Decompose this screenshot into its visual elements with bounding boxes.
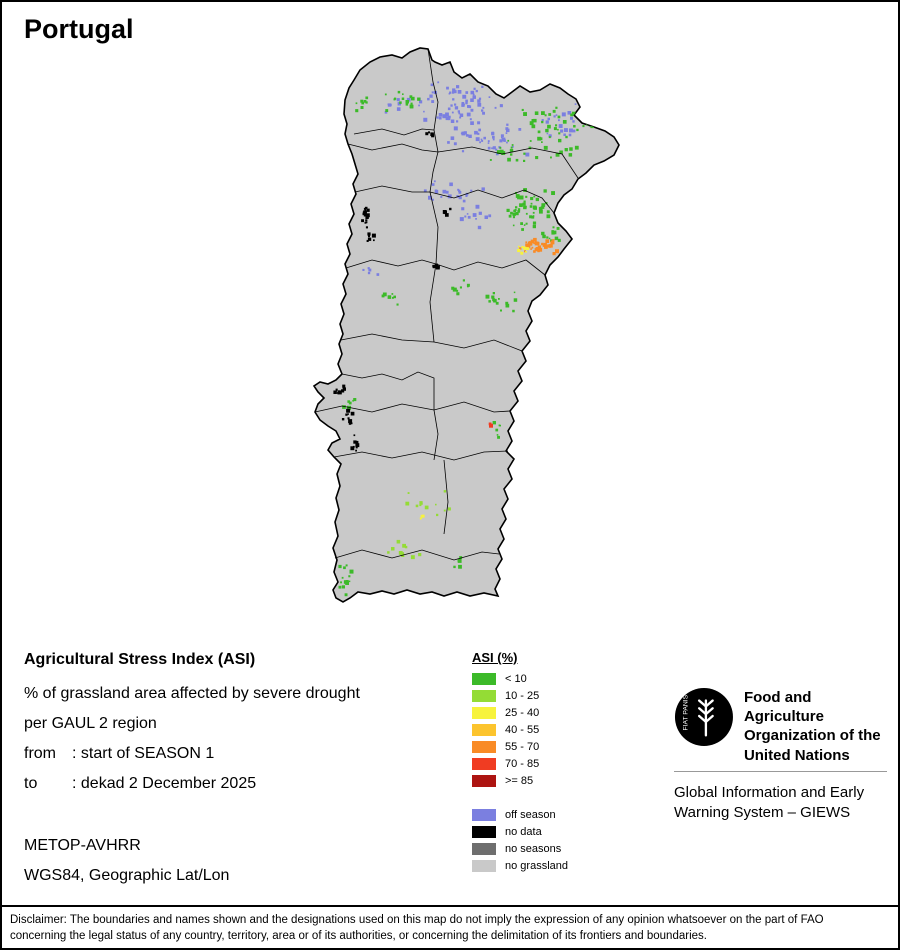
from-value: : start of SEASON 1 — [72, 745, 215, 762]
swatch-55-70 — [472, 741, 496, 753]
swatch-40-55 — [472, 724, 496, 736]
region-boundaries — [314, 48, 579, 561]
projection-name: WGS84, Geographic Lat/Lon — [24, 867, 230, 884]
country-shape — [312, 47, 620, 603]
legend-label: 40 - 55 — [505, 724, 540, 736]
to-label: to — [24, 775, 38, 792]
fao-name: Food and Agriculture Organization of the… — [743, 689, 881, 764]
legend-label: >= 85 — [505, 775, 534, 787]
swatch-no-data — [472, 826, 496, 838]
legend-item-10-25: 10 - 25 — [472, 690, 568, 702]
map-description: Agricultural Stress Index (ASI) % of gra… — [24, 652, 360, 898]
period-from: from : start of SEASON 1 — [24, 746, 360, 762]
swatch-lt10 — [472, 673, 496, 685]
legend-label: 25 - 40 — [505, 707, 540, 719]
page-title: Portugal — [24, 14, 134, 44]
to-value: : dekad 2 December 2025 — [72, 775, 257, 792]
asi-speckles — [333, 81, 599, 597]
swatch-no-grassland — [472, 860, 496, 872]
legend-status-group: off season no data no seasons no grassla… — [472, 809, 568, 872]
legend-label: < 10 — [505, 673, 527, 685]
portugal-map — [312, 47, 620, 603]
sensor-name: METOP-AVHRR — [24, 837, 141, 854]
from-label: from — [24, 745, 56, 762]
disclaimer-text: Disclaimer: The boundaries and names sho… — [10, 914, 824, 942]
giews-name: Global Information and Early Warning Sys… — [674, 784, 865, 822]
fao-motto: FIAT PANIS — [683, 694, 690, 730]
legend-label: off season — [505, 809, 556, 821]
legend-item-gte85: >= 85 — [472, 775, 568, 787]
legend-title: ASI (%) — [472, 650, 518, 665]
legend-item-40-55: 40 - 55 — [472, 724, 568, 736]
legend-label: no grassland — [505, 860, 568, 872]
fao-logo-icon: FIAT PANIS — [674, 687, 733, 747]
asi-description-line: % of grassland area affected by severe d… — [24, 685, 360, 702]
period-to: to : dekad 2 December 2025 — [24, 776, 360, 792]
legend-label: 55 - 70 — [505, 741, 540, 753]
legend-item-25-40: 25 - 40 — [472, 707, 568, 719]
legend-item-70-85: 70 - 85 — [472, 758, 568, 770]
legend-item-no-data: no data — [472, 826, 568, 838]
legend-item-no-seasons: no seasons — [472, 843, 568, 855]
legend-item-lt10: < 10 — [472, 673, 568, 685]
swatch-10-25 — [472, 690, 496, 702]
legend-label: no data — [505, 826, 542, 838]
disclaimer-divider — [2, 905, 898, 907]
swatch-no-seasons — [472, 843, 496, 855]
fao-attribution: FIAT PANIS Food and Agriculture Organiza… — [674, 686, 890, 765]
swatch-off-season — [472, 809, 496, 821]
legend-item-no-grassland: no grassland — [472, 860, 568, 872]
legend-label: 70 - 85 — [505, 758, 540, 770]
fao-giews-divider — [674, 771, 887, 772]
legend: ASI (%) < 10 10 - 25 25 - 40 40 - 55 55 … — [472, 650, 568, 877]
legend-label: 10 - 25 — [505, 690, 540, 702]
asi-region-line: per GAUL 2 region — [24, 715, 157, 732]
swatch-gte85 — [472, 775, 496, 787]
legend-item-off-season: off season — [472, 809, 568, 821]
asi-heading: Agricultural Stress Index (ASI) — [24, 651, 256, 668]
swatch-25-40 — [472, 707, 496, 719]
legend-label: no seasons — [505, 843, 562, 855]
legend-item-55-70: 55 - 70 — [472, 741, 568, 753]
swatch-70-85 — [472, 758, 496, 770]
